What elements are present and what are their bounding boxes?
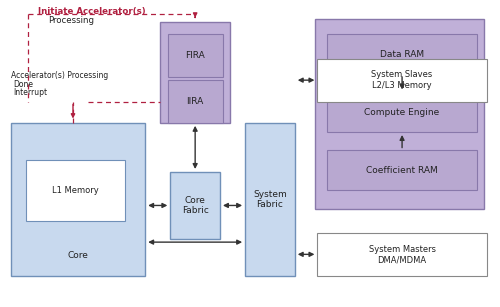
Text: FIRA: FIRA [186, 51, 205, 60]
Text: IIRA: IIRA [186, 97, 204, 106]
FancyBboxPatch shape [328, 92, 477, 132]
FancyBboxPatch shape [318, 59, 487, 102]
FancyBboxPatch shape [26, 160, 126, 221]
Text: Coefficient RAM: Coefficient RAM [366, 166, 438, 175]
Text: L1 Memory: L1 Memory [52, 186, 99, 195]
Text: Accelerator(s) Processing: Accelerator(s) Processing [10, 71, 108, 80]
Text: Interrupt: Interrupt [13, 88, 48, 97]
Text: Compute Engine: Compute Engine [364, 108, 440, 117]
Text: Core
Fabric: Core Fabric [182, 196, 208, 215]
FancyBboxPatch shape [245, 123, 295, 276]
FancyBboxPatch shape [168, 80, 222, 123]
FancyBboxPatch shape [170, 172, 220, 239]
Text: Data RAM: Data RAM [380, 50, 424, 59]
Text: Core: Core [68, 251, 88, 260]
Text: Initiate Accelerator(s): Initiate Accelerator(s) [38, 7, 146, 16]
Text: Done: Done [13, 80, 33, 89]
FancyBboxPatch shape [318, 233, 487, 276]
FancyBboxPatch shape [315, 19, 484, 208]
FancyBboxPatch shape [328, 34, 477, 74]
FancyBboxPatch shape [160, 22, 230, 123]
FancyBboxPatch shape [328, 150, 477, 190]
Text: Processing: Processing [48, 16, 94, 25]
Text: System Slaves
L2/L3 Memory: System Slaves L2/L3 Memory [372, 70, 432, 90]
FancyBboxPatch shape [168, 34, 222, 77]
Text: System Masters
DMA/MDMA: System Masters DMA/MDMA [368, 245, 436, 264]
FancyBboxPatch shape [10, 123, 145, 276]
Text: System
Fabric: System Fabric [253, 190, 287, 209]
